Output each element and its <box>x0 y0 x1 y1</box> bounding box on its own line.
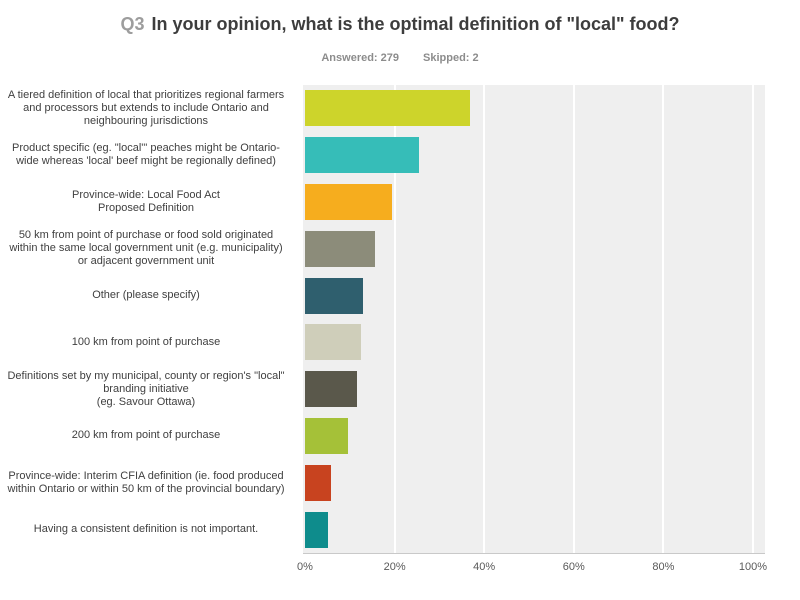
category-label: 200 km from point of purchase <box>71 429 221 442</box>
bar <box>305 418 348 454</box>
x-axis-tick: 0% <box>297 561 313 573</box>
x-axis-tick: 20% <box>383 561 406 573</box>
answered-count: Answered: 279 <box>321 52 400 64</box>
category-label: Province-wide: Local Food Act Proposed D… <box>72 188 220 214</box>
response-stats: Answered: 279 Skipped: 2 <box>0 52 800 64</box>
plot-area <box>303 85 765 554</box>
bar <box>305 277 363 314</box>
category-label: Having a consistent definition is not im… <box>33 523 259 536</box>
bar <box>305 90 470 127</box>
bar <box>305 324 361 361</box>
bar <box>305 511 328 548</box>
x-axis-tick: 100% <box>738 561 768 573</box>
horizontal-bar-chart: A tiered definition of local that priori… <box>0 85 800 590</box>
gridline <box>662 85 665 553</box>
bar <box>305 184 392 220</box>
bar <box>305 371 357 408</box>
page-title: Q3 In your opinion, what is the optimal d… <box>0 14 800 35</box>
category-label: 100 km from point of purchase <box>71 335 221 348</box>
category-label: 50 km from point of purchase or food sol… <box>9 229 283 268</box>
category-label: Other (please specify) <box>92 289 200 302</box>
bar <box>305 137 419 174</box>
gridline <box>483 85 486 553</box>
bar <box>305 230 375 267</box>
category-label: Province-wide: Interim CFIA definition (… <box>7 469 285 495</box>
x-axis-tick: 40% <box>473 561 496 573</box>
category-label: Product specific (eg. "local'" peaches m… <box>12 142 280 168</box>
gridline <box>393 85 396 553</box>
question-title: In your opinion, what is the optimal def… <box>151 14 680 34</box>
skipped-count: Skipped: 2 <box>423 52 479 64</box>
x-axis-tick: 60% <box>562 561 585 573</box>
x-axis-tick: 80% <box>652 561 675 573</box>
gridline <box>752 85 754 553</box>
question-number: Q3 <box>120 14 145 34</box>
category-label: A tiered definition of local that priori… <box>7 88 285 127</box>
gridline <box>572 85 575 553</box>
bar <box>305 464 331 501</box>
category-label: Definitions set by my municipal, county … <box>7 369 285 408</box>
